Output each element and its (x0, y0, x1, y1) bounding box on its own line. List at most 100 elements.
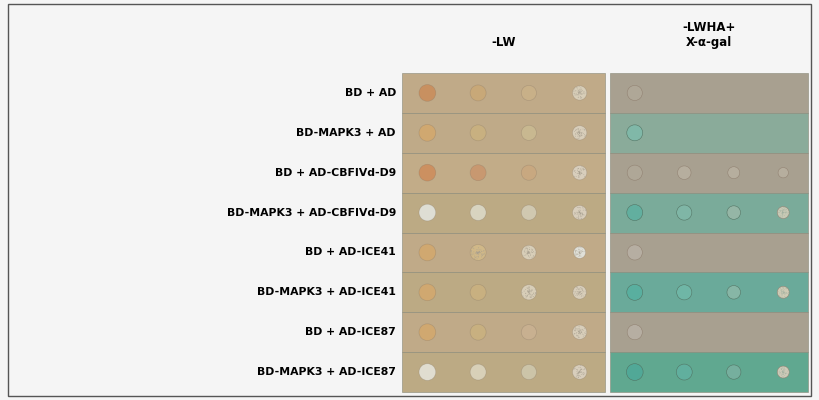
Circle shape (419, 84, 436, 101)
Bar (402, 73, 605, 113)
Bar (402, 193, 605, 232)
Text: BD-MAPK3 + AD-ICE87: BD-MAPK3 + AD-ICE87 (257, 367, 396, 377)
Circle shape (727, 286, 740, 299)
Circle shape (527, 291, 528, 292)
Circle shape (478, 253, 479, 254)
Circle shape (480, 252, 481, 253)
Bar (402, 153, 605, 193)
Circle shape (522, 325, 536, 340)
Circle shape (479, 252, 480, 253)
Circle shape (478, 254, 479, 255)
Circle shape (477, 252, 478, 253)
Circle shape (472, 254, 473, 255)
Circle shape (470, 244, 486, 260)
Circle shape (573, 246, 586, 258)
Circle shape (522, 364, 536, 380)
Circle shape (477, 252, 478, 253)
Circle shape (525, 289, 526, 290)
Circle shape (627, 125, 643, 141)
Circle shape (627, 325, 642, 340)
Circle shape (483, 250, 484, 251)
Text: BD + AD: BD + AD (345, 88, 396, 98)
Bar (610, 153, 808, 193)
Circle shape (530, 297, 531, 298)
Text: BD + AD-ICE87: BD + AD-ICE87 (305, 327, 396, 337)
Circle shape (530, 290, 531, 291)
Bar (610, 193, 808, 232)
Circle shape (477, 252, 478, 253)
Bar (402, 312, 605, 352)
Circle shape (627, 85, 642, 100)
Circle shape (475, 252, 476, 254)
Circle shape (477, 252, 478, 253)
Circle shape (525, 293, 526, 294)
Circle shape (470, 284, 486, 300)
Circle shape (777, 366, 790, 378)
Circle shape (676, 205, 692, 220)
Circle shape (419, 364, 436, 380)
Circle shape (572, 365, 586, 379)
Circle shape (477, 256, 478, 257)
Circle shape (728, 167, 740, 179)
Circle shape (531, 291, 532, 292)
Circle shape (528, 288, 529, 289)
Circle shape (531, 290, 532, 291)
Text: BD-MAPK3 + AD-ICE41: BD-MAPK3 + AD-ICE41 (257, 287, 396, 297)
Circle shape (627, 204, 643, 220)
Circle shape (522, 292, 523, 293)
Circle shape (526, 296, 527, 297)
Circle shape (777, 286, 790, 298)
Circle shape (572, 286, 586, 299)
Bar (610, 312, 808, 352)
Text: -LW: -LW (491, 36, 516, 48)
Circle shape (477, 252, 478, 253)
Circle shape (470, 85, 486, 101)
Circle shape (627, 364, 643, 380)
Circle shape (474, 258, 475, 259)
Circle shape (470, 204, 486, 220)
Circle shape (778, 168, 789, 178)
Circle shape (476, 253, 477, 254)
Circle shape (477, 252, 478, 253)
Bar (610, 272, 808, 312)
Circle shape (470, 125, 486, 141)
Circle shape (627, 284, 643, 300)
Bar (402, 272, 605, 312)
Circle shape (530, 297, 531, 298)
Circle shape (528, 289, 529, 290)
Circle shape (480, 252, 481, 253)
Bar (610, 113, 808, 153)
Circle shape (473, 248, 474, 249)
Text: BD + AD-CBFIVd-D9: BD + AD-CBFIVd-D9 (274, 168, 396, 178)
Circle shape (471, 250, 472, 251)
Circle shape (529, 289, 530, 290)
Circle shape (522, 205, 536, 220)
Circle shape (419, 164, 436, 181)
Circle shape (522, 125, 536, 140)
Circle shape (528, 286, 529, 288)
Circle shape (471, 254, 472, 255)
Circle shape (572, 86, 586, 100)
Circle shape (572, 325, 586, 339)
Circle shape (479, 251, 480, 252)
Circle shape (533, 296, 534, 297)
Bar (610, 352, 808, 392)
Circle shape (572, 166, 586, 180)
Circle shape (528, 292, 529, 293)
Circle shape (531, 297, 532, 298)
Circle shape (535, 294, 536, 295)
Circle shape (419, 124, 436, 141)
Circle shape (529, 291, 530, 292)
Circle shape (532, 294, 533, 295)
Circle shape (471, 251, 472, 252)
Text: BD-MAPK3 + AD: BD-MAPK3 + AD (296, 128, 396, 138)
Circle shape (481, 254, 482, 255)
Circle shape (627, 245, 642, 260)
Circle shape (419, 284, 436, 301)
Circle shape (529, 292, 530, 293)
Circle shape (529, 293, 530, 294)
Circle shape (529, 294, 531, 295)
Circle shape (477, 252, 478, 253)
Circle shape (479, 251, 480, 252)
Circle shape (470, 165, 486, 181)
